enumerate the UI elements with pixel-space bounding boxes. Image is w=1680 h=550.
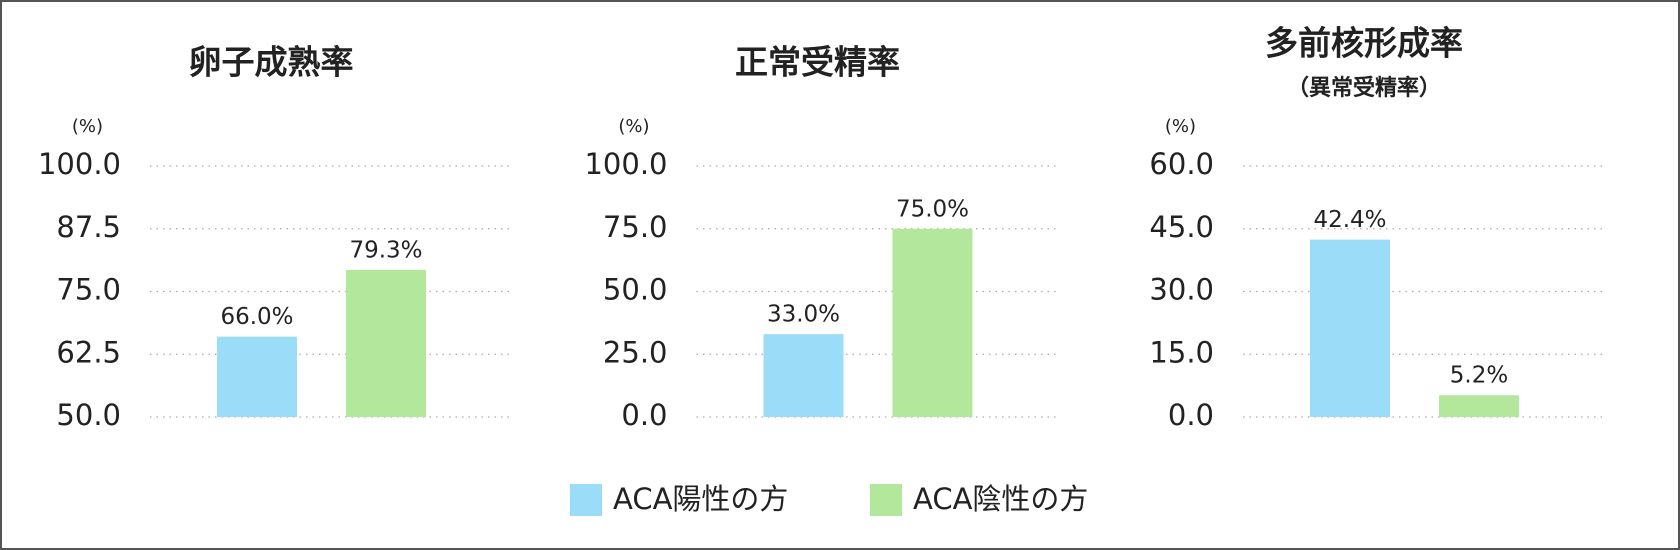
y-tick-label: 50.0 (603, 273, 668, 307)
bar (217, 336, 297, 417)
bar (346, 269, 426, 417)
legend-label: ACA陽性の方 (613, 482, 788, 516)
chart-title: 正常受精率 (735, 43, 900, 82)
value-label: 33.0% (767, 302, 840, 328)
y-tick-label: 45.0 (1149, 210, 1214, 244)
y-tick-label: 87.5 (56, 210, 121, 244)
y-tick-label: 50.0 (56, 398, 121, 432)
bar (763, 334, 844, 417)
chart-title: 多前核形成率 (1265, 24, 1463, 63)
legend-swatch (870, 484, 902, 516)
y-tick-label: 62.5 (56, 335, 121, 369)
value-label: 5.2% (1450, 363, 1508, 389)
y-tick-label: 100.0 (38, 147, 121, 181)
legend-label: ACA陰性の方 (913, 482, 1088, 516)
bar (1310, 239, 1390, 417)
chart-subtitle: （異常受精率） (1287, 75, 1441, 101)
y-unit-label: (%) (72, 116, 103, 137)
y-tick-label: 60.0 (1149, 147, 1214, 181)
value-label: 75.0% (896, 196, 969, 222)
y-tick-label: 100.0 (584, 147, 667, 181)
legend-swatch (570, 484, 602, 516)
y-unit-label: (%) (618, 116, 649, 137)
y-tick-label: 75.0 (56, 273, 121, 307)
y-tick-label: 25.0 (603, 335, 668, 369)
y-tick-label: 75.0 (603, 210, 668, 244)
y-unit-label: (%) (1165, 116, 1196, 137)
y-tick-label: 15.0 (1149, 335, 1214, 369)
y-tick-label: 0.0 (621, 398, 667, 432)
bar (892, 228, 973, 417)
value-label: 66.0% (220, 304, 293, 330)
y-tick-label: 30.0 (1149, 273, 1214, 307)
value-label: 79.3% (349, 237, 422, 263)
value-label: 42.4% (1313, 207, 1386, 233)
chart-title: 卵子成熟率 (189, 43, 354, 82)
bar (1439, 395, 1519, 417)
y-tick-label: 0.0 (1168, 398, 1214, 432)
